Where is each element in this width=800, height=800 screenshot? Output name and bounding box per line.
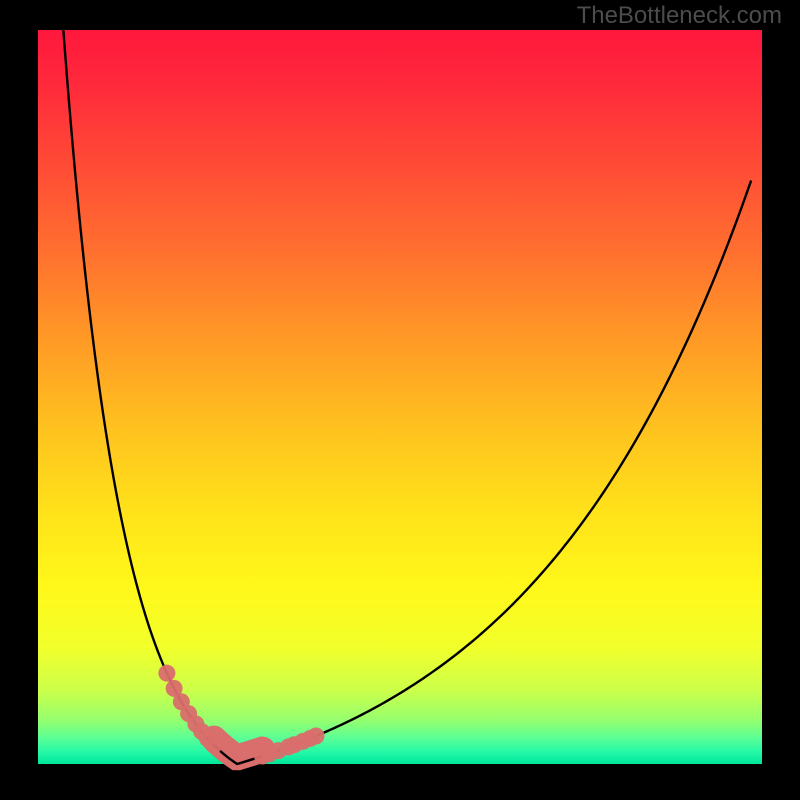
stage: TheBottleneck.com [0,0,800,800]
watermark-text: TheBottleneck.com [577,2,782,30]
data-bead [205,737,222,754]
chart-overlay [38,30,762,764]
v-curve [63,30,751,764]
plot-area [38,30,762,764]
data-bead [308,728,325,745]
data-bead [158,665,175,682]
